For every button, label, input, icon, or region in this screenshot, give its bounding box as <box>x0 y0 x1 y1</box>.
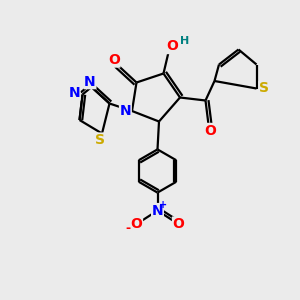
Text: O: O <box>108 53 120 67</box>
Text: S: S <box>259 82 269 95</box>
Text: N: N <box>120 104 131 118</box>
Text: O: O <box>167 40 178 53</box>
Text: N: N <box>152 204 163 218</box>
Text: H: H <box>180 35 189 46</box>
Text: N: N <box>68 86 80 100</box>
Text: S: S <box>95 133 106 147</box>
Text: -: - <box>125 222 130 235</box>
Text: O: O <box>130 217 142 231</box>
Text: N: N <box>84 75 96 88</box>
Text: O: O <box>204 124 216 137</box>
Text: +: + <box>159 200 167 210</box>
Text: O: O <box>172 217 184 231</box>
